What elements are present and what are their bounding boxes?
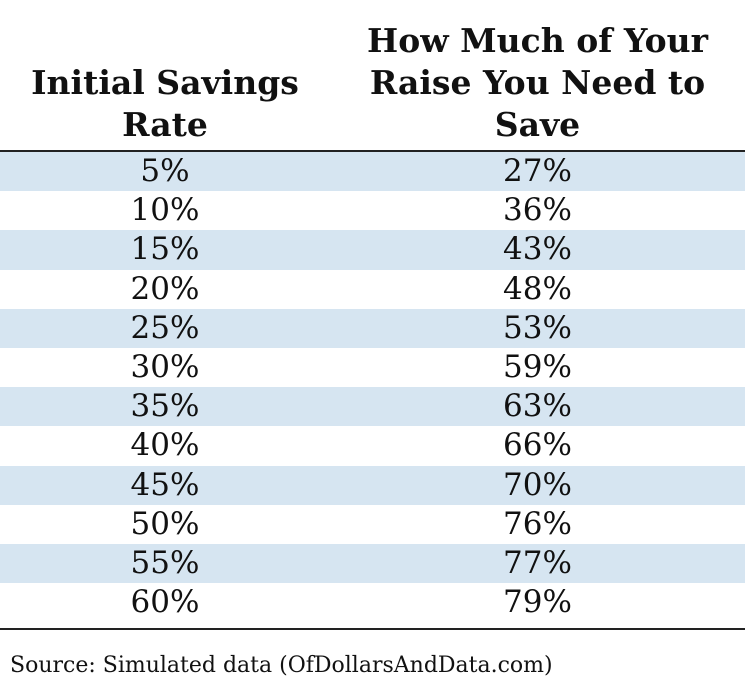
bottom-rule [0,628,745,631]
header-line: Rate [122,105,208,144]
cell-raise-to-save: 66% [503,427,572,464]
header-line: Raise You Need to [369,63,706,102]
column-header-initial-savings-rate: Initial Savings Rate [0,62,330,146]
table-row: 5% 27% [0,152,745,192]
cell-initial-savings-rate: 15% [130,231,200,268]
cell-initial-savings-rate: 10% [130,192,200,229]
header-line: Save [494,105,581,144]
cell-initial-savings-rate: 55% [130,544,200,581]
cell-initial-savings-rate: 30% [130,348,200,385]
cell-initial-savings-rate: 25% [130,309,200,346]
table-row: 50% 76% [0,505,745,544]
table-row: 35% 63% [0,387,745,427]
cell-raise-to-save: 79% [503,584,572,621]
cell-raise-to-save: 27% [503,153,572,189]
cell-initial-savings-rate: 50% [130,505,200,542]
cell-initial-savings-rate: 20% [130,270,200,307]
cell-raise-to-save: 77% [503,544,572,581]
cell-raise-to-save: 43% [503,231,572,268]
cell-raise-to-save: 53% [503,309,572,346]
table-row: 20% 48% [0,270,745,309]
cell-initial-savings-rate: 35% [130,388,200,425]
cell-raise-to-save: 36% [503,192,572,229]
cell-initial-savings-rate: 45% [130,466,200,503]
table-header: Initial Savings Rate How Much of Your Ra… [0,0,745,152]
table-body: 5% 27% 10% 36% 15% 43% 20% 48% 25% 53% 30% 59% 35% 63… [0,152,745,622]
column-header-raise-to-save: How Much of Your Raise You Need to Save [330,20,745,146]
cell-raise-to-save: 63% [503,388,572,425]
table-row: 55% 77% [0,543,745,584]
header-line: How Much of Your [367,21,708,60]
source-note: Source: Simulated data (OfDollarsAndData… [10,653,553,678]
table-row: 40% 66% [0,426,745,465]
cell-raise-to-save: 76% [503,505,572,542]
cell-initial-savings-rate: 40% [130,427,200,464]
cell-raise-to-save: 48% [503,270,572,307]
cell-raise-to-save: 70% [503,466,572,503]
savings-table: Initial Savings Rate How Much of Your Ra… [0,0,745,631]
cell-initial-savings-rate: 5% [140,153,190,189]
cell-raise-to-save: 59% [503,348,572,385]
table-row: 15% 43% [0,230,745,270]
header-line: Initial Savings [31,63,299,102]
table-row: 25% 53% [0,308,745,348]
cell-initial-savings-rate: 60% [130,584,200,621]
table-row: 30% 59% [0,348,745,387]
table-row: 10% 36% [0,191,745,230]
table-row: 60% 79% [0,583,745,622]
table-row: 45% 70% [0,465,745,505]
